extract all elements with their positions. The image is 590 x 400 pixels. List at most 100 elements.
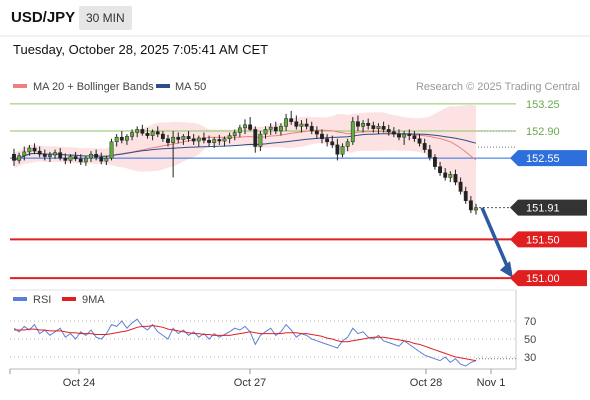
candle <box>299 120 304 133</box>
x-tick-label: Nov 1 <box>477 377 506 389</box>
candle <box>99 152 104 165</box>
candle <box>32 143 37 155</box>
candle <box>58 148 63 161</box>
level-label-151-91: 151.91 <box>526 203 560 215</box>
candle <box>376 123 381 135</box>
candle <box>109 138 114 161</box>
candle <box>73 151 78 162</box>
candle <box>227 132 232 144</box>
level-label-151-50: 151.50 <box>526 234 560 246</box>
candle <box>438 161 442 176</box>
candle <box>381 121 386 133</box>
timeframe-badge[interactable]: 30 MIN <box>79 6 132 30</box>
candle <box>135 126 140 138</box>
candle <box>356 115 360 131</box>
candle <box>48 151 52 162</box>
candle <box>53 149 57 159</box>
level-tag-151-00 <box>510 270 587 287</box>
level-tag-152-55 <box>510 150 587 167</box>
candle <box>258 130 263 152</box>
rsi-tick-label: 70 <box>524 316 536 328</box>
legend-ma50-swatch <box>156 84 170 88</box>
projection-arrow-head <box>500 261 513 279</box>
candle <box>22 146 27 161</box>
candle <box>186 130 191 142</box>
projection-arrow-shaft <box>480 206 510 269</box>
candle <box>125 134 129 145</box>
candle <box>340 143 345 158</box>
candle <box>217 134 222 145</box>
candle <box>155 126 160 138</box>
candle <box>145 127 150 139</box>
candle <box>83 155 88 166</box>
candle <box>191 134 196 145</box>
candle <box>12 148 16 166</box>
candle <box>171 130 176 178</box>
legend-rsi-swatch <box>13 297 27 301</box>
candle <box>458 177 463 195</box>
candle <box>366 118 371 130</box>
level-label-151-00: 151.00 <box>526 273 560 285</box>
candle <box>402 130 407 145</box>
datetime-label: Tuesday, October 28, 2025 7:05:41 AM CET <box>13 42 269 57</box>
legend-ma20-label: MA 20 + Bollinger Bands <box>33 81 154 93</box>
candle <box>63 153 68 165</box>
level-tag-151-91 <box>510 199 587 216</box>
candle <box>335 138 340 161</box>
candle <box>222 136 227 147</box>
candle <box>474 203 478 215</box>
candle <box>37 146 42 158</box>
x-tick-label: Oct 24 <box>63 377 95 389</box>
candle <box>325 134 330 147</box>
level-label-152-90: 152.90 <box>526 126 560 138</box>
candle <box>407 129 412 141</box>
rsi-line <box>13 318 477 367</box>
candle <box>279 123 283 136</box>
candle <box>78 154 83 166</box>
rsi-tick-label: 50 <box>524 334 536 346</box>
symbol-label: USD/JPY <box>11 9 76 26</box>
candle <box>448 171 453 183</box>
candle <box>212 137 217 149</box>
candle <box>68 154 73 164</box>
level-tag-151-50 <box>510 231 587 248</box>
candle <box>94 149 99 161</box>
candle <box>130 129 134 141</box>
candle <box>140 124 145 136</box>
legend-rsi-label: RSI <box>33 294 51 306</box>
candle <box>160 130 165 142</box>
candle <box>176 132 181 144</box>
candle <box>314 126 319 139</box>
candle <box>453 169 458 186</box>
candle <box>273 121 278 135</box>
candle <box>181 134 186 145</box>
candle <box>243 119 247 135</box>
candle <box>150 129 155 141</box>
candle <box>417 134 422 147</box>
x-tick-label: Oct 28 <box>410 377 442 389</box>
candle <box>371 121 376 133</box>
rsi-9ma-line <box>14 324 477 362</box>
candle <box>42 149 47 161</box>
legend-ma20-swatch <box>13 84 27 88</box>
candle <box>350 117 355 145</box>
x-tick-label: Oct 27 <box>234 377 266 389</box>
candle <box>248 117 253 131</box>
candle <box>166 134 170 147</box>
candle <box>463 186 468 204</box>
candle <box>443 168 448 181</box>
legend-9ma-label: 9MA <box>82 294 105 306</box>
level-label-152-55: 152.55 <box>526 153 560 165</box>
candle <box>433 154 437 170</box>
candle <box>284 113 288 131</box>
candle <box>422 138 427 153</box>
candle <box>196 135 201 147</box>
candle <box>391 127 396 138</box>
candle <box>309 121 314 135</box>
candle <box>119 130 124 144</box>
candle <box>294 115 299 130</box>
candle <box>330 135 335 149</box>
candle <box>304 118 309 130</box>
candle <box>397 129 401 141</box>
level-label-153-25: 153.25 <box>526 99 560 111</box>
